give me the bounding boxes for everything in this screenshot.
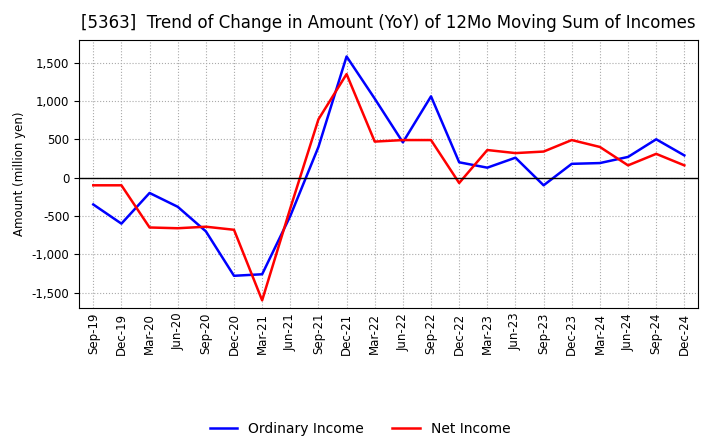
Ordinary Income: [652, 137, 660, 142]
Ordinary Income: [595, 161, 604, 166]
Title: [5363]  Trend of Change in Amount (YoY) of 12Mo Moving Sum of Incomes: [5363] Trend of Change in Amount (YoY) o…: [81, 15, 696, 33]
Line: Net Income: Net Income: [94, 74, 684, 301]
Ordinary Income: [89, 202, 98, 207]
Net Income: [286, 205, 294, 211]
Ordinary Income: [314, 144, 323, 150]
Line: Ordinary Income: Ordinary Income: [94, 56, 684, 276]
Net Income: [539, 149, 548, 154]
Ordinary Income: [286, 213, 294, 219]
Net Income: [314, 117, 323, 122]
Net Income: [258, 298, 266, 303]
Net Income: [399, 137, 408, 143]
Ordinary Income: [539, 183, 548, 188]
Ordinary Income: [455, 160, 464, 165]
Net Income: [89, 183, 98, 188]
Net Income: [455, 180, 464, 186]
Ordinary Income: [483, 165, 492, 170]
Net Income: [174, 226, 182, 231]
Net Income: [680, 163, 688, 168]
Ordinary Income: [427, 94, 436, 99]
Net Income: [230, 227, 238, 232]
Net Income: [511, 150, 520, 156]
Ordinary Income: [511, 155, 520, 160]
Ordinary Income: [342, 54, 351, 59]
Ordinary Income: [370, 96, 379, 101]
Ordinary Income: [145, 191, 154, 196]
Net Income: [624, 163, 632, 168]
Ordinary Income: [230, 273, 238, 279]
Ordinary Income: [258, 271, 266, 277]
Ordinary Income: [202, 229, 210, 234]
Net Income: [370, 139, 379, 144]
Ordinary Income: [567, 161, 576, 166]
Net Income: [427, 137, 436, 143]
Y-axis label: Amount (million yen): Amount (million yen): [13, 112, 26, 236]
Net Income: [145, 225, 154, 230]
Ordinary Income: [174, 204, 182, 209]
Ordinary Income: [399, 140, 408, 145]
Net Income: [595, 144, 604, 150]
Net Income: [483, 147, 492, 153]
Legend: Ordinary Income, Net Income: Ordinary Income, Net Income: [204, 417, 516, 440]
Ordinary Income: [680, 153, 688, 158]
Net Income: [117, 183, 126, 188]
Ordinary Income: [624, 154, 632, 160]
Net Income: [202, 224, 210, 229]
Net Income: [342, 71, 351, 77]
Ordinary Income: [117, 221, 126, 226]
Net Income: [567, 137, 576, 143]
Net Income: [652, 151, 660, 157]
